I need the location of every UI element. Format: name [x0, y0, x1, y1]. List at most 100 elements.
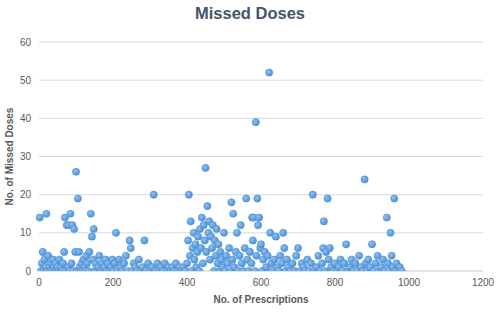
data-point	[88, 233, 95, 240]
x-tick-label: 600	[253, 277, 270, 288]
y-tick-label: 20	[20, 189, 32, 200]
data-point	[75, 248, 82, 255]
chart-title: Missed Doses	[195, 4, 305, 22]
data-point	[294, 245, 301, 252]
data-point	[112, 229, 119, 236]
x-tick-label: 0	[36, 277, 42, 288]
data-point	[72, 168, 79, 175]
data-point	[237, 222, 244, 229]
data-point	[243, 195, 250, 202]
data-point	[226, 245, 233, 252]
data-point	[318, 260, 325, 267]
data-point	[122, 252, 129, 259]
data-point	[248, 260, 255, 267]
data-point	[391, 195, 398, 202]
data-point	[251, 267, 258, 271]
data-point	[209, 245, 216, 252]
data-point	[368, 241, 375, 248]
data-point	[272, 233, 279, 240]
data-point	[280, 229, 287, 236]
data-point	[135, 256, 142, 263]
data-point	[230, 210, 237, 217]
data-point	[264, 252, 271, 259]
grid-line	[39, 118, 483, 119]
y-tick-label: 50	[20, 75, 32, 86]
data-point	[204, 203, 211, 210]
grid-line	[39, 80, 483, 81]
data-point	[191, 256, 198, 263]
grid-line	[39, 42, 483, 43]
data-point	[127, 245, 134, 252]
grid-line	[39, 232, 483, 233]
data-point	[141, 237, 148, 244]
y-tick-label: 60	[20, 37, 32, 48]
data-point	[67, 210, 74, 217]
data-point	[185, 191, 192, 198]
data-point	[320, 218, 327, 225]
grid-line	[39, 156, 483, 157]
data-point	[246, 248, 253, 255]
data-point	[229, 256, 236, 263]
data-point	[61, 248, 68, 255]
data-point	[281, 245, 288, 252]
data-point	[388, 252, 395, 259]
data-point	[233, 229, 240, 236]
data-point	[96, 252, 103, 259]
data-point	[289, 260, 296, 267]
data-point	[228, 199, 235, 206]
data-point	[68, 260, 75, 267]
data-point	[201, 237, 208, 244]
data-point	[324, 195, 331, 202]
y-tick-label: 40	[20, 113, 32, 124]
x-axis-label: No. of Prescriptions	[213, 294, 308, 305]
x-tick-label: 400	[179, 277, 196, 288]
data-point	[198, 214, 205, 221]
data-point	[202, 164, 209, 171]
data-point	[195, 233, 202, 240]
data-point	[309, 191, 316, 198]
data-point	[326, 245, 333, 252]
data-point	[387, 229, 394, 236]
data-point	[361, 176, 368, 183]
data-point	[236, 252, 243, 259]
data-point	[223, 252, 230, 259]
data-point	[121, 260, 128, 267]
data-point	[150, 191, 157, 198]
data-point	[71, 225, 78, 232]
data-point	[183, 260, 190, 267]
data-point	[325, 256, 332, 263]
x-tick-label: 800	[327, 277, 344, 288]
data-point	[249, 237, 256, 244]
chart-svg: Missed Doses0102030405060020040060080010…	[0, 0, 500, 315]
data-point	[293, 252, 300, 259]
data-point	[343, 241, 350, 248]
data-point	[187, 218, 194, 225]
x-tick-label: 1200	[472, 277, 495, 288]
data-point	[196, 267, 203, 271]
data-point	[254, 195, 261, 202]
data-point	[315, 252, 322, 259]
y-tick-label: 30	[20, 151, 32, 162]
y-tick-label: 10	[20, 227, 32, 238]
points-group	[36, 69, 405, 271]
data-point	[215, 241, 222, 248]
y-axis-label: No. of Missed Doses	[4, 107, 15, 205]
data-point	[126, 237, 133, 244]
data-point	[266, 69, 273, 76]
x-tick-label: 200	[105, 277, 122, 288]
data-point	[87, 210, 94, 217]
data-point	[275, 267, 282, 271]
data-point	[90, 225, 97, 232]
chart-container: Missed Doses0102030405060020040060080010…	[0, 0, 500, 315]
data-point	[213, 225, 220, 232]
data-point	[383, 214, 390, 221]
data-point	[257, 241, 264, 248]
data-point	[86, 248, 93, 255]
data-point	[43, 210, 50, 217]
data-point	[365, 256, 372, 263]
data-point	[253, 252, 260, 259]
data-point	[185, 237, 192, 244]
y-tick-label: 0	[25, 266, 31, 277]
data-point	[252, 119, 259, 126]
x-tick-label: 1000	[398, 277, 421, 288]
